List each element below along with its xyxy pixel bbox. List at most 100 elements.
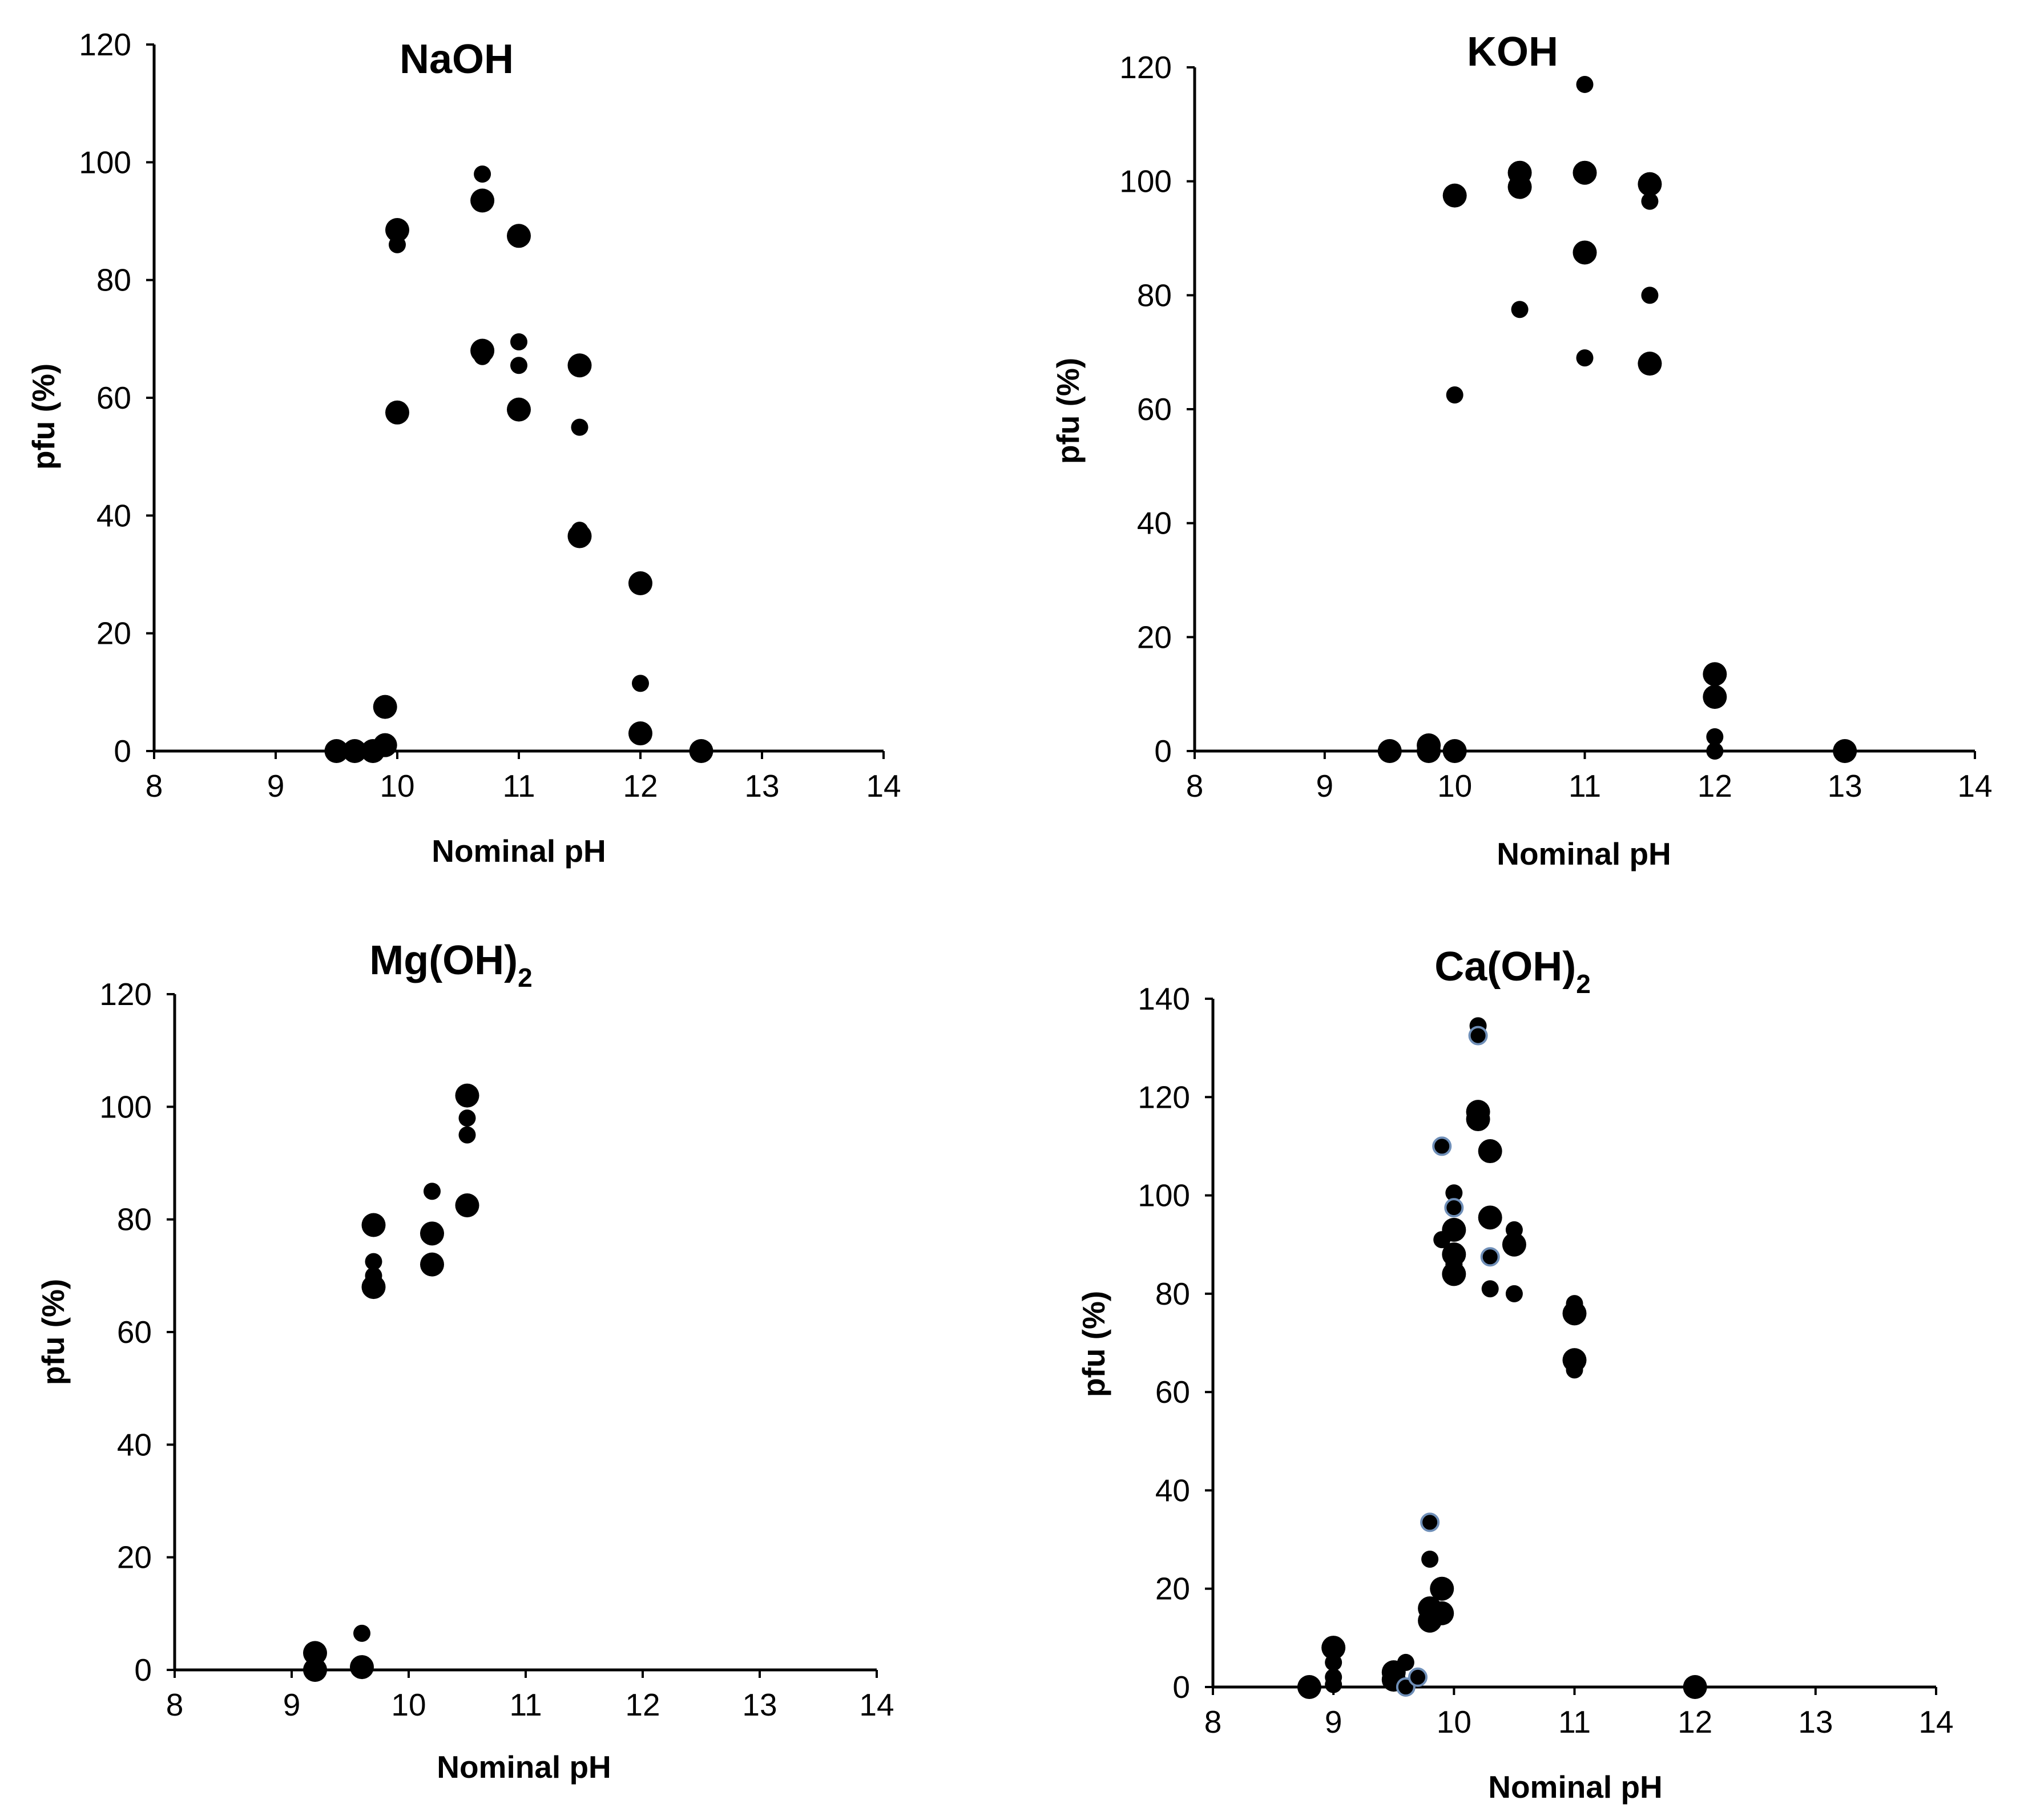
mgoh2-panel: Mg(OH)2 Nominal pH pfu (%) 8 9 10 11 12 13 14 0…	[35, 938, 894, 1785]
y-tick-label: 40	[1155, 1472, 1190, 1508]
data-point-outlined	[1480, 1247, 1500, 1267]
data-point-large	[1377, 739, 1402, 763]
data-point-small	[458, 1126, 476, 1144]
data-point-small	[632, 675, 649, 692]
chart-title: NaOH	[400, 37, 514, 82]
data-point-small	[1433, 1231, 1451, 1249]
data-point-large	[324, 739, 349, 763]
data-point-large	[1683, 1675, 1707, 1699]
chart-title-main: Ca(OH)	[1434, 944, 1576, 990]
data-point-large	[455, 1193, 479, 1217]
y-axis-label: pfu (%)	[26, 364, 61, 470]
data-point-large	[420, 1252, 444, 1277]
x-tick-label: 10	[1437, 1704, 1471, 1740]
data-point-small	[1325, 1676, 1342, 1693]
x-tick-label: 11	[1569, 768, 1601, 804]
x-axis-label: Nominal pH	[437, 1749, 611, 1785]
chart-title: Mg(OH)2	[369, 938, 533, 992]
x-axis-label: Nominal pH	[1497, 836, 1671, 871]
data-point-large	[1638, 172, 1662, 196]
data-point-large	[1442, 739, 1467, 763]
x-axis-label: Nominal pH	[432, 833, 606, 869]
data-point-large	[385, 217, 409, 242]
data-point-small	[1511, 301, 1529, 318]
x-tick-label: 9	[267, 768, 285, 804]
y-tick-label: 120	[1119, 50, 1172, 85]
data-point-small	[1641, 192, 1659, 210]
data-point-large	[1478, 1139, 1502, 1164]
data-point-small	[1566, 1361, 1583, 1379]
y-tick-label: 20	[117, 1540, 152, 1575]
data-point-large	[507, 397, 531, 422]
data-point-small	[571, 418, 588, 436]
chart-title-main: Mg(OH)	[369, 938, 518, 983]
chart-title: Ca(OH)2	[1434, 944, 1591, 999]
data-point-large	[1573, 240, 1597, 265]
data-point-large	[1703, 685, 1727, 709]
data-point-large	[385, 400, 409, 425]
y-tick-label: 0	[1154, 733, 1172, 769]
data-point-large	[350, 1655, 374, 1680]
x-tick-label: 14	[866, 768, 901, 804]
data-point-small	[1576, 349, 1594, 367]
x-axis-label: Nominal pH	[1488, 1769, 1663, 1805]
y-tick-label: 60	[1137, 392, 1172, 427]
data-point-small	[1706, 742, 1724, 760]
data-point-small	[510, 333, 527, 350]
data-point-outlined	[1408, 1667, 1428, 1687]
data-point-small	[353, 1624, 370, 1642]
data-point-large	[628, 571, 652, 595]
y-tick-label: 20	[96, 616, 131, 651]
x-tick-label: 12	[623, 768, 658, 804]
y-tick-label: 120	[1138, 1079, 1190, 1115]
data-point-large	[1297, 1675, 1321, 1699]
y-tick-label: 100	[79, 144, 131, 180]
x-tick-label: 8	[146, 768, 163, 804]
data-point-large	[1573, 160, 1597, 185]
chart-title: KOH	[1467, 29, 1558, 75]
y-axis-label: pfu (%)	[1050, 358, 1086, 464]
x-tick-label: 14	[1957, 768, 1992, 804]
data-point-small	[365, 1253, 382, 1270]
data-point-large	[420, 1221, 444, 1246]
data-point-outlined	[1468, 1026, 1488, 1046]
data-point-large	[470, 188, 495, 213]
x-tick-label: 8	[1204, 1704, 1222, 1740]
data-point-large	[303, 1641, 327, 1665]
caoh2-panel: Ca(OH)2 Nominal pH pfu (%) 8 9 10 11 12 13 140…	[1076, 944, 1954, 1805]
data-point-large	[1442, 183, 1467, 208]
y-axis-label: pfu (%)	[1076, 1291, 1111, 1397]
y-tick-label: 20	[1155, 1571, 1190, 1607]
data-point-large	[361, 1213, 386, 1237]
y-tick-label: 100	[1119, 164, 1172, 199]
y-tick-label: 80	[96, 263, 131, 298]
data-point-outlined	[1444, 1198, 1464, 1218]
y-tick-label: 0	[114, 733, 131, 769]
x-tick-label: 12	[1678, 1704, 1712, 1740]
x-tick-label: 11	[502, 768, 535, 804]
y-tick-label: 140	[1138, 981, 1190, 1016]
x-tick-label: 9	[283, 1687, 301, 1722]
data-point-large	[373, 695, 397, 719]
data-point-large	[342, 739, 367, 763]
data-point-large	[507, 224, 531, 248]
y-tick-label: 80	[1137, 277, 1172, 313]
x-tick-label: 14	[1918, 1704, 1953, 1740]
x-tick-label: 14	[859, 1687, 894, 1722]
data-point-large	[1703, 662, 1727, 687]
data-point-small	[474, 348, 491, 365]
data-point-large	[455, 1083, 479, 1108]
data-point-outlined	[1420, 1512, 1440, 1532]
y-tick-label: 60	[1155, 1374, 1190, 1410]
data-point-small	[1421, 1551, 1439, 1568]
x-tick-label: 10	[380, 768, 414, 804]
data-point-small	[1481, 1280, 1499, 1298]
x-tick-label: 13	[1798, 1704, 1833, 1740]
data-point-large	[303, 1658, 327, 1682]
data-point-large	[1430, 1601, 1454, 1625]
y-tick-label: 100	[1138, 1178, 1190, 1213]
x-tick-label: 11	[1558, 1704, 1591, 1740]
data-point-small	[1446, 386, 1463, 404]
data-point-small	[1445, 1184, 1463, 1202]
